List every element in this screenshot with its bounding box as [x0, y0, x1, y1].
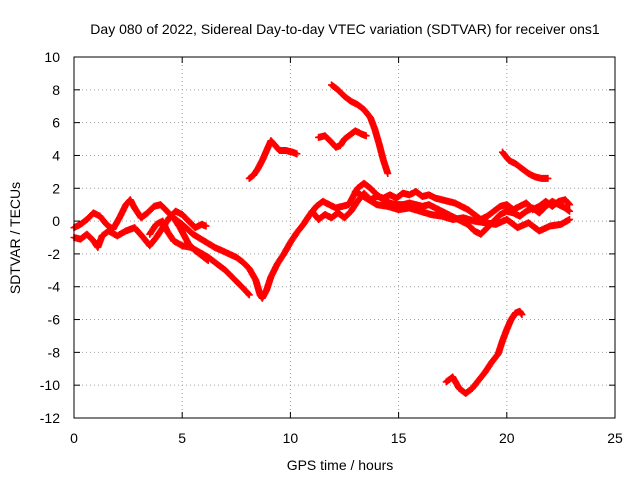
- series-arc-3: [146, 217, 253, 299]
- x-tick-label: 10: [283, 430, 299, 446]
- y-tick-label: 6: [52, 115, 60, 131]
- data-point: [565, 200, 573, 208]
- series-arc-8: [315, 127, 370, 151]
- y-tick-label: -8: [48, 344, 61, 360]
- data-point: [293, 150, 301, 158]
- series-arc-6: [351, 188, 574, 235]
- data-point: [566, 215, 574, 223]
- y-tick-label: -2: [48, 246, 61, 262]
- y-tick-label: 2: [52, 180, 60, 196]
- data-point: [245, 291, 253, 299]
- y-tick-label: 8: [52, 82, 60, 98]
- y-axis-label: SDTVAR / TECUs: [7, 182, 23, 294]
- series-arc-10: [498, 148, 552, 182]
- data-point: [564, 206, 572, 214]
- series-arc-5: [308, 188, 574, 223]
- y-tick-label: -12: [40, 410, 60, 426]
- data-point: [566, 207, 574, 215]
- series-arc-7: [245, 137, 301, 182]
- x-tick-label: 5: [178, 430, 186, 446]
- data-point: [566, 201, 574, 209]
- y-tick-label: 4: [52, 147, 60, 163]
- x-tick-label: 20: [499, 430, 515, 446]
- data-points: [70, 81, 574, 397]
- data-point: [518, 311, 526, 319]
- data-point: [244, 290, 252, 298]
- x-tick-label: 15: [391, 430, 407, 446]
- data-point: [202, 222, 210, 230]
- y-tick-label: -4: [48, 279, 61, 295]
- series-arc-9: [328, 81, 392, 178]
- y-tick-label: -6: [48, 312, 61, 328]
- data-point: [362, 132, 370, 140]
- data-point: [544, 174, 552, 182]
- data-point: [384, 170, 392, 178]
- chart-title: Day 080 of 2022, Sidereal Day-to-day VTE…: [90, 21, 600, 37]
- series-arc-11: [442, 307, 526, 397]
- x-tick-label: 25: [607, 430, 623, 446]
- y-tick-label: 10: [44, 49, 60, 65]
- x-axis-label: GPS time / hours: [287, 457, 394, 473]
- y-tick-label: -10: [40, 377, 60, 393]
- y-tick-label: 0: [52, 213, 60, 229]
- plot-frame: [73, 56, 616, 419]
- x-tick-label: 0: [70, 430, 78, 446]
